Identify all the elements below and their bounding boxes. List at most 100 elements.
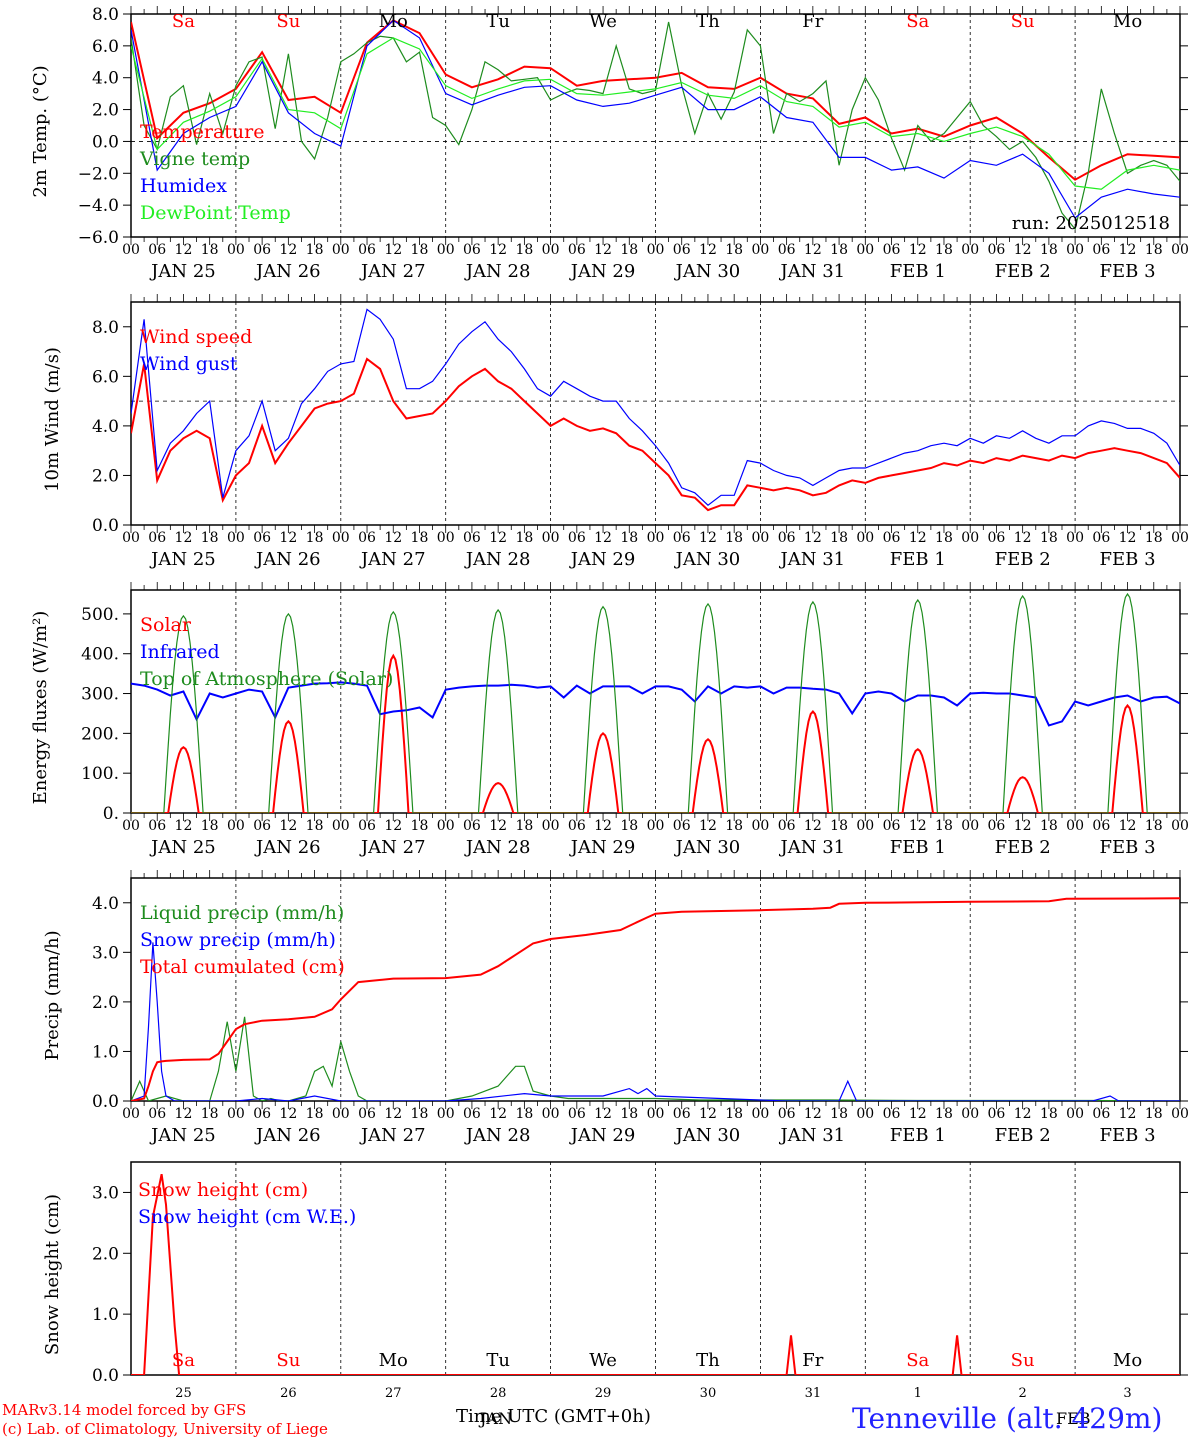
day-of-week-label: We bbox=[589, 1350, 617, 1371]
x-hour-label: 06 bbox=[988, 530, 1006, 546]
x-date-label: JAN 30 bbox=[674, 837, 741, 858]
x-hour-label: 18 bbox=[725, 530, 743, 546]
x-hour-label: 06 bbox=[673, 530, 691, 546]
x-hour-label: 12 bbox=[175, 1106, 193, 1122]
x-hour-label: 00 bbox=[856, 242, 874, 258]
x-hour-label: 06 bbox=[778, 242, 796, 258]
series-line-humidex bbox=[131, 19, 1180, 219]
legend-entry: Snow precip (mm/h) bbox=[140, 929, 336, 951]
x-hour-label: 12 bbox=[594, 818, 612, 834]
x-hour-label: 00 bbox=[227, 242, 245, 258]
x-hour-label: 00 bbox=[1171, 242, 1189, 258]
x-hour-label: 18 bbox=[201, 818, 219, 834]
x-hour-label: 18 bbox=[1145, 530, 1163, 546]
day-of-week-label: Mo bbox=[1113, 11, 1142, 32]
y-tick-label: 8.0 bbox=[92, 318, 119, 338]
x-date-label: JAN 30 bbox=[674, 1125, 741, 1146]
legend-entry: Solar bbox=[140, 614, 192, 636]
x-hour-label: 18 bbox=[725, 242, 743, 258]
day-of-week-label: Th bbox=[696, 1350, 720, 1371]
x-hour-label: 00 bbox=[122, 242, 140, 258]
x-hour-label: 06 bbox=[568, 818, 586, 834]
series-line-vigne-temp bbox=[131, 21, 1180, 231]
x-axis-title: Time UTC (GMT+0h) bbox=[456, 1406, 651, 1427]
panel-wind bbox=[123, 294, 1188, 533]
x-hour-label: 12 bbox=[909, 242, 927, 258]
x-day-number: 26 bbox=[280, 1386, 297, 1401]
series-line-temperature bbox=[131, 19, 1180, 181]
x-hour-label: 12 bbox=[384, 242, 402, 258]
x-hour-label: 12 bbox=[1119, 1106, 1137, 1122]
x-hour-label: 12 bbox=[1119, 818, 1137, 834]
x-hour-label: 12 bbox=[279, 818, 297, 834]
x-day-number: 27 bbox=[385, 1386, 402, 1401]
y-axis-label: 10m Wind (m/s) bbox=[42, 347, 63, 492]
day-of-week-label: Su bbox=[276, 11, 300, 32]
day-of-week-label: We bbox=[589, 11, 617, 32]
x-hour-label: 00 bbox=[437, 1106, 455, 1122]
x-hour-label: 12 bbox=[279, 530, 297, 546]
x-hour-label: 00 bbox=[751, 1106, 769, 1122]
x-hour-label: 06 bbox=[883, 1106, 901, 1122]
x-hour-label: 06 bbox=[358, 1106, 376, 1122]
x-date-label: JAN 30 bbox=[674, 261, 741, 282]
x-date-label: FEB 2 bbox=[995, 1125, 1051, 1146]
x-hour-label: 06 bbox=[988, 818, 1006, 834]
x-hour-label: 12 bbox=[909, 530, 927, 546]
y-tick-label: 3.0 bbox=[92, 943, 119, 963]
x-hour-label: 00 bbox=[437, 530, 455, 546]
x-hour-label: 12 bbox=[804, 242, 822, 258]
x-hour-label: 00 bbox=[961, 530, 979, 546]
x-date-label: FEB 2 bbox=[995, 261, 1051, 282]
y-tick-label: 500. bbox=[81, 605, 119, 625]
x-date-label: JAN 26 bbox=[254, 1125, 321, 1146]
x-hour-label: 00 bbox=[647, 1106, 665, 1122]
x-hour-label: 12 bbox=[489, 530, 507, 546]
x-hour-label: 18 bbox=[411, 242, 429, 258]
x-hour-label: 06 bbox=[358, 530, 376, 546]
x-hour-label: 12 bbox=[175, 530, 193, 546]
y-tick-label: 0.0 bbox=[92, 132, 119, 152]
x-hour-label: 00 bbox=[332, 242, 350, 258]
x-hour-label: 00 bbox=[437, 242, 455, 258]
day-of-week-label: Fr bbox=[802, 11, 823, 32]
x-hour-label: 18 bbox=[620, 818, 638, 834]
x-date-label: JAN 30 bbox=[674, 549, 741, 570]
x-hour-label: 18 bbox=[306, 530, 324, 546]
x-day-number: 28 bbox=[490, 1386, 507, 1401]
x-day-number: 2 bbox=[1019, 1386, 1027, 1401]
x-hour-label: 18 bbox=[830, 1106, 848, 1122]
x-hour-label: 12 bbox=[489, 1106, 507, 1122]
x-hour-label: 12 bbox=[1014, 530, 1032, 546]
x-date-label: FEB 2 bbox=[995, 837, 1051, 858]
x-hour-label: 18 bbox=[725, 1106, 743, 1122]
series-line-snow-precip-mm-h bbox=[131, 942, 1180, 1101]
x-hour-label: 18 bbox=[935, 1106, 953, 1122]
x-hour-label: 18 bbox=[620, 1106, 638, 1122]
y-tick-label: 2.0 bbox=[92, 466, 119, 486]
x-date-label: FEB 2 bbox=[995, 549, 1051, 570]
day-of-week-label: Sa bbox=[172, 11, 195, 32]
y-tick-label: −6.0 bbox=[78, 228, 119, 248]
series-line-total-cumulated-cm bbox=[131, 897, 1180, 1101]
x-date-label: JAN 26 bbox=[254, 261, 321, 282]
x-hour-label: 00 bbox=[1066, 1106, 1084, 1122]
x-hour-label: 06 bbox=[463, 530, 481, 546]
x-hour-label: 00 bbox=[751, 242, 769, 258]
x-hour-label: 18 bbox=[830, 530, 848, 546]
x-hour-label: 00 bbox=[961, 818, 979, 834]
day-of-week-label: Mo bbox=[379, 1350, 408, 1371]
x-hour-label: 00 bbox=[122, 1106, 140, 1122]
x-hour-label: 00 bbox=[542, 242, 560, 258]
day-of-week-label: Su bbox=[1011, 1350, 1035, 1371]
x-hour-label: 00 bbox=[122, 530, 140, 546]
x-day-number: 30 bbox=[700, 1386, 717, 1401]
y-axis-label: Precip (mm/h) bbox=[42, 930, 63, 1060]
x-hour-label: 00 bbox=[227, 818, 245, 834]
x-hour-label: 06 bbox=[148, 242, 166, 258]
legend-entry: Temperature bbox=[140, 121, 264, 143]
x-date-label: JAN 31 bbox=[779, 1125, 846, 1146]
x-hour-label: 06 bbox=[463, 242, 481, 258]
x-date-label: JAN 25 bbox=[149, 837, 216, 858]
x-date-label: FEB 3 bbox=[1100, 1125, 1156, 1146]
